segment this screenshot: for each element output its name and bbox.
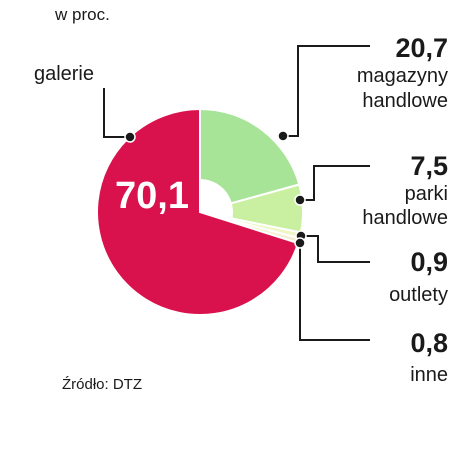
value-label-parki-handlowe: 7,5 bbox=[410, 151, 448, 181]
source-note: Źródło: DTZ bbox=[62, 376, 142, 393]
category-label-outlety: outlety bbox=[389, 284, 448, 306]
leader-lines bbox=[103, 45, 370, 341]
value-label-outlety: 0,9 bbox=[410, 247, 448, 277]
leader-dot-inne bbox=[294, 237, 306, 249]
leader-dot-galerie bbox=[124, 131, 136, 143]
category-label-galerie: galerie bbox=[34, 63, 94, 85]
category-label-magazyny-handlowe: handlowe bbox=[362, 90, 448, 112]
leader-line-galerie bbox=[103, 88, 130, 138]
category-label-parki-handlowe: parki bbox=[405, 183, 448, 205]
category-label-inne: inne bbox=[410, 364, 448, 386]
value-label-magazyny-handlowe: 20,7 bbox=[395, 33, 448, 63]
value-label-galerie: 70,1 bbox=[115, 175, 189, 217]
leader-line-magazyny-handlowe bbox=[283, 45, 370, 137]
value-label-inne: 0,8 bbox=[410, 328, 448, 358]
leader-line-inne bbox=[299, 243, 370, 341]
chart-title: w proc. bbox=[54, 5, 110, 24]
pie-slices bbox=[96, 107, 304, 316]
category-label-parki-handlowe: handlowe bbox=[362, 207, 448, 229]
slice-galerie bbox=[96, 107, 300, 316]
leader-dot-parki-handlowe bbox=[294, 194, 306, 206]
slice-labels: 70,1galerie20,7magazynyhandlowe7,5parkih… bbox=[34, 33, 448, 386]
leader-dot-magazyny-handlowe bbox=[277, 130, 289, 142]
leader-line-outlety bbox=[301, 235, 370, 263]
slice-magazyny-handlowe bbox=[199, 107, 301, 205]
category-label-magazyny-handlowe: magazyny bbox=[357, 65, 448, 87]
leader-line-parki-handlowe bbox=[300, 165, 370, 201]
